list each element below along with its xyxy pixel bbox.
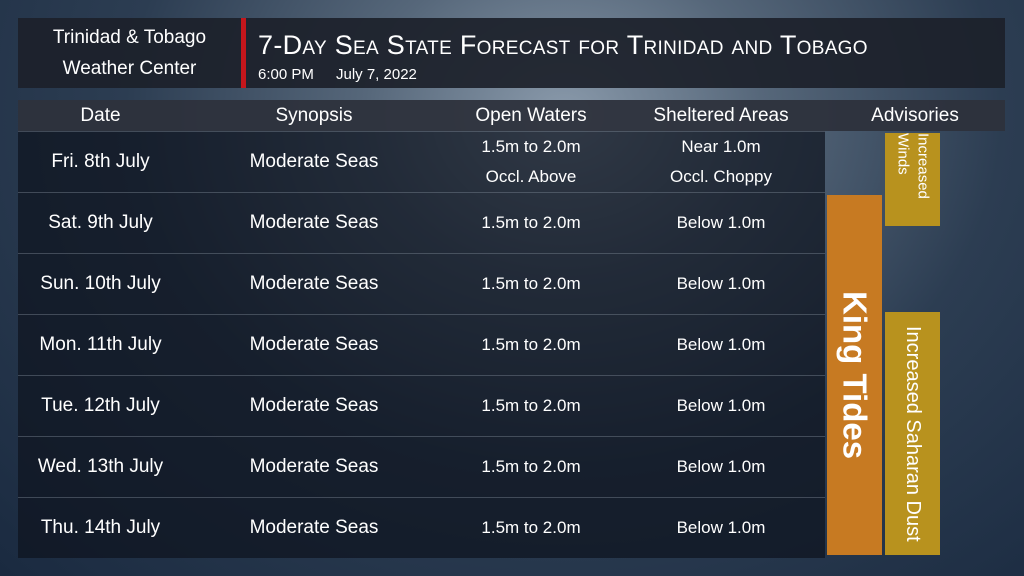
cell-text: Thu. 14th July [40, 517, 161, 538]
column-header: Sheltered Areas [617, 100, 825, 131]
org-line: Trinidad & Tobago [52, 27, 207, 48]
table-cell: Below 1.0m [617, 193, 825, 253]
table-cell: Sat. 9th July [18, 193, 183, 253]
cell-text: Tue. 12th July [41, 395, 160, 416]
cell-line: 1.5m to 2.0m [481, 335, 581, 354]
table-cell: Below 1.0m [617, 498, 825, 558]
table-cell: Below 1.0m [617, 376, 825, 436]
cell-line: 1.5m to 2.0m [481, 213, 581, 232]
table-cell: Fri. 8th July [18, 132, 183, 192]
advisory-bar: Increased Saharan Dust [885, 312, 940, 555]
org-line: Weather Center [62, 58, 197, 79]
table-row: Thu. 14th July Moderate Seas 1.5m to 2.0m B… [18, 497, 825, 558]
cell-text: Moderate Seas [249, 395, 379, 416]
table-cell: Moderate Seas [183, 376, 445, 436]
cell-text: Moderate Seas [249, 456, 379, 477]
table-cell: 1.5m to 2.0m [445, 498, 617, 558]
cell-line: Below 1.0m [676, 274, 766, 293]
table-row: Tue. 12th July Moderate Seas 1.5m to 2.0m B… [18, 375, 825, 436]
column-header: Advisories [825, 100, 1005, 131]
table-cell: 1.5m to 2.0m [445, 193, 617, 253]
cell-text: Moderate Seas [249, 517, 379, 538]
cell-line: 1.5m to 2.0m [481, 518, 581, 537]
cell-line: Below 1.0m [676, 396, 766, 415]
advisory-bar: King Tides [827, 195, 882, 555]
table-cell: 1.5m to 2.0m [445, 254, 617, 314]
title-box: 7-Day Sea State Forecast for Trinidad an… [246, 18, 1005, 88]
table-cell: Thu. 14th July [18, 498, 183, 558]
table-cell: 1.5m to 2.0m [445, 376, 617, 436]
column-header: Synopsis [183, 100, 445, 131]
cell-line: Below 1.0m [676, 213, 766, 232]
table-cell: Sun. 10th July [18, 254, 183, 314]
cell-text: Moderate Seas [249, 151, 379, 172]
table-cell: Near 1.0m Occl. Choppy [617, 132, 825, 192]
issue-time: 6:00 PM [258, 66, 314, 83]
cell-line: Below 1.0m [676, 518, 766, 537]
table-row: Sun. 10th July Moderate Seas 1.5m to 2.0m B… [18, 253, 825, 314]
table-cell: Moderate Seas [183, 498, 445, 558]
cell-text: Moderate Seas [249, 334, 379, 355]
table-cell: Below 1.0m [617, 254, 825, 314]
title: 7-Day Sea State Forecast for Trinidad an… [258, 30, 868, 60]
table-cell: Tue. 12th July [18, 376, 183, 436]
table-cell: 1.5m to 2.0m [445, 315, 617, 375]
table-cell: Moderate Seas [183, 315, 445, 375]
cell-text: Moderate Seas [249, 212, 379, 233]
table-row: Fri. 8th July Moderate Seas 1.5m to 2.0m Oc… [18, 131, 825, 192]
cell-text: Wed. 13th July [37, 456, 164, 477]
cell-text: Fri. 8th July [51, 151, 150, 172]
table-row: Wed. 13th July Moderate Seas 1.5m to 2.0m B… [18, 436, 825, 497]
cell-line: 1.5m to 2.0m [481, 396, 581, 415]
issue-date: July 7, 2022 [336, 66, 417, 83]
table-cell: Moderate Seas [183, 254, 445, 314]
column-header: Date [18, 100, 183, 131]
advisory-bar: Increased Winds [885, 133, 940, 226]
cell-line: 1.5m to 2.0m [481, 274, 581, 293]
org-box: Trinidad & Tobago Weather Center [18, 18, 241, 88]
table-cell: Below 1.0m [617, 437, 825, 497]
table-cell: Wed. 13th July [18, 437, 183, 497]
table-cell: Moderate Seas [183, 437, 445, 497]
cell-line: Occl. Choppy [669, 167, 773, 186]
cell-line: Near 1.0m [681, 137, 761, 156]
table-cell: Mon. 11th July [18, 315, 183, 375]
table-cell: Moderate Seas [183, 193, 445, 253]
cell-text: Sat. 9th July [48, 212, 153, 233]
table-cell: Moderate Seas [183, 132, 445, 192]
cell-line: 1.5m to 2.0m [481, 137, 581, 156]
cell-line: 1.5m to 2.0m [481, 457, 581, 476]
accent-bar [241, 18, 246, 88]
table-cell: 1.5m to 2.0m Occl. Above [445, 132, 617, 192]
cell-line: Below 1.0m [676, 335, 766, 354]
table-cell: 1.5m to 2.0m [445, 437, 617, 497]
column-header: Open Waters [445, 100, 617, 131]
cell-line: Below 1.0m [676, 457, 766, 476]
cell-text: Sun. 10th July [40, 273, 161, 294]
cell-line: Occl. Above [485, 167, 577, 186]
table-row: Mon. 11th July Moderate Seas 1.5m to 2.0m B… [18, 314, 825, 375]
table-cell: Below 1.0m [617, 315, 825, 375]
cell-text: Moderate Seas [249, 273, 379, 294]
table-row: Sat. 9th July Moderate Seas 1.5m to 2.0m Be… [18, 192, 825, 253]
cell-text: Mon. 11th July [39, 334, 162, 355]
